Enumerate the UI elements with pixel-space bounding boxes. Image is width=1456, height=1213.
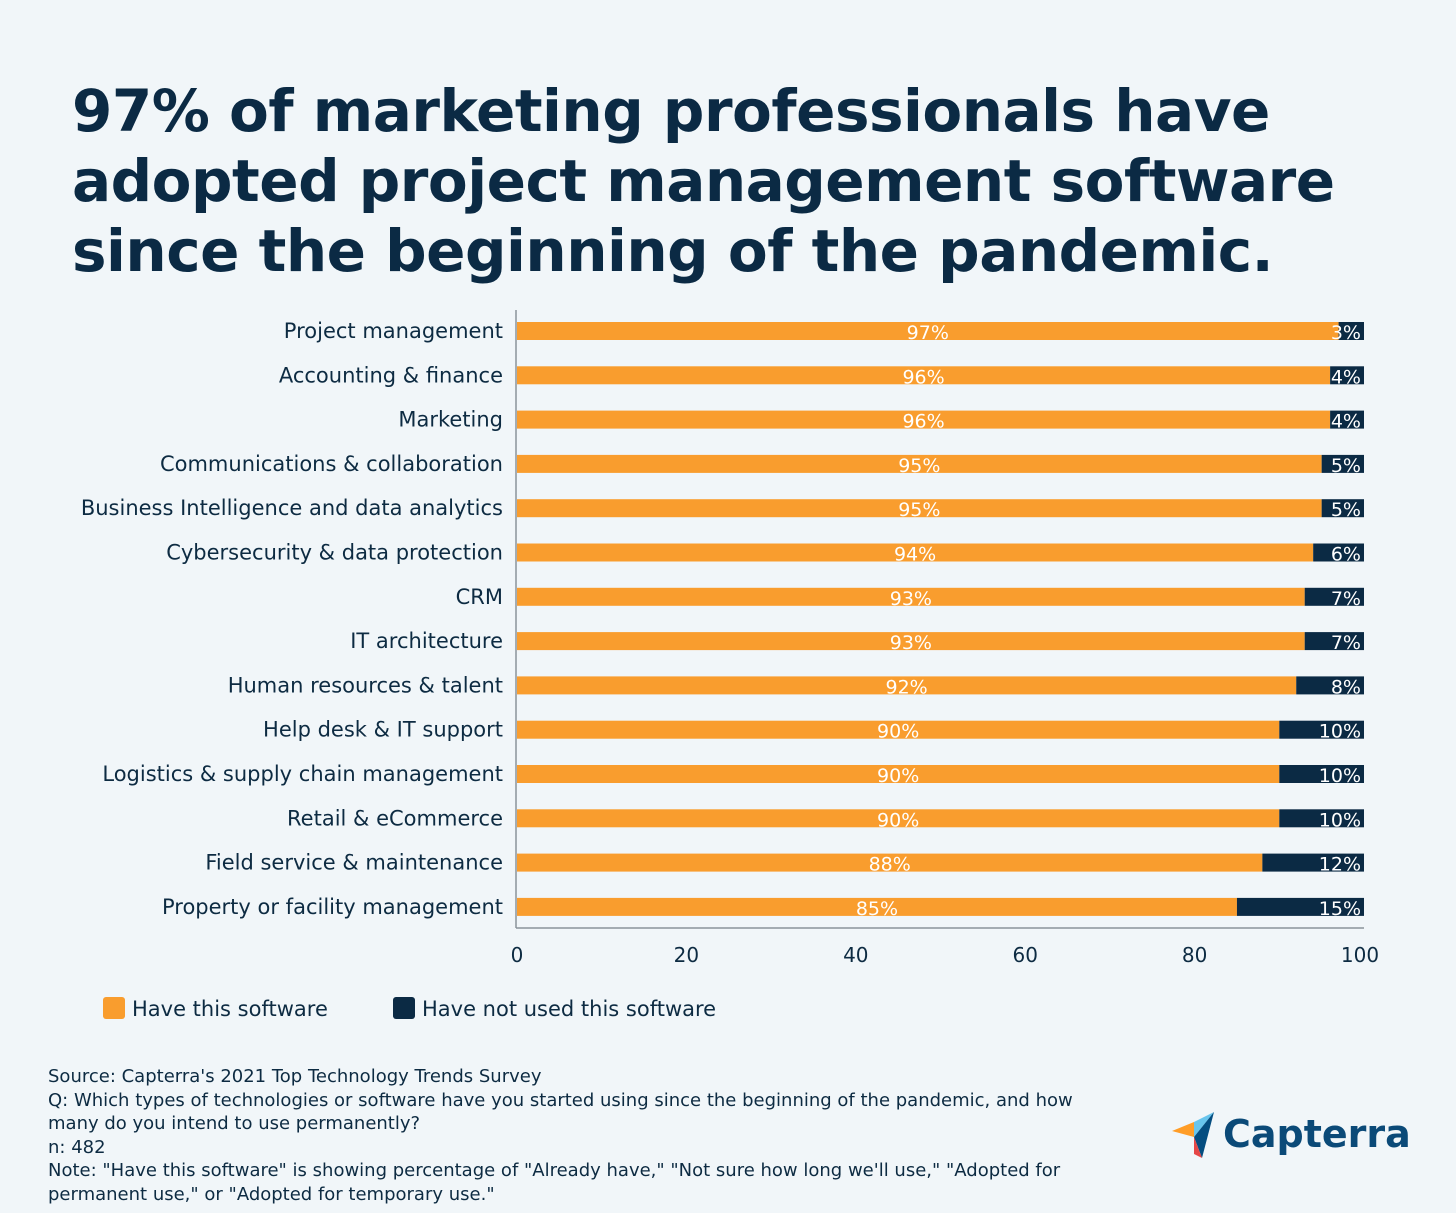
bar-have-software: [517, 809, 1280, 828]
category-label: Property or facility management: [162, 895, 503, 919]
bar-not-used-software: [1304, 632, 1364, 651]
category-label: Help desk & IT support: [263, 718, 503, 742]
category-label: IT architecture: [350, 629, 503, 653]
data-label-have: 95%: [898, 499, 940, 521]
legend-label-have: Have this software: [132, 997, 328, 1021]
legend-label-not-used: Have not used this software: [422, 997, 717, 1021]
data-label-not-used: 7%: [1331, 588, 1361, 610]
capterra-arrow-icon: [1172, 1112, 1214, 1158]
data-label-not-used: 10%: [1319, 721, 1361, 743]
data-label-have: 93%: [890, 632, 932, 654]
data-label-not-used: 5%: [1331, 455, 1361, 477]
category-label: Accounting & finance: [279, 363, 503, 387]
bar-have-software: [517, 897, 1237, 916]
bar-have-software: [517, 720, 1280, 739]
data-label-have: 95%: [898, 455, 940, 477]
data-label-have: 93%: [890, 588, 932, 610]
bar-not-used-software: [1338, 322, 1364, 340]
data-label-not-used: 15%: [1319, 898, 1361, 920]
bar-have-software: [517, 454, 1322, 473]
bar-not-used-software: [1279, 720, 1364, 739]
x-tick-label: 60: [1012, 943, 1037, 967]
x-tick-label: 40: [843, 943, 868, 967]
data-label-have: 88%: [869, 854, 911, 876]
data-label-have: 90%: [877, 765, 919, 787]
x-tick-label: 100: [1341, 943, 1379, 967]
bar-not-used-software: [1330, 366, 1364, 385]
bar-have-software: [517, 853, 1263, 872]
data-label-not-used: 4%: [1331, 366, 1361, 388]
footer-notes: Source: Capterra's 2021 Top Technology T…: [48, 1065, 1098, 1206]
category-label: Field service & maintenance: [205, 851, 503, 875]
data-label-not-used: 10%: [1319, 809, 1361, 831]
data-label-have: 92%: [886, 676, 928, 698]
data-label-have: 90%: [877, 809, 919, 831]
data-label-have: 85%: [856, 898, 898, 920]
data-label-have: 96%: [902, 411, 944, 433]
data-label-not-used: 3%: [1331, 322, 1361, 344]
bar-have-software: [517, 410, 1331, 429]
category-label: Cybersecurity & data protection: [166, 541, 503, 565]
data-label-have: 97%: [907, 322, 949, 344]
data-label-have: 90%: [877, 721, 919, 743]
x-tick-label: 80: [1182, 943, 1207, 967]
legend-item-have: Have this software: [103, 997, 328, 1021]
chart-title: 97% of marketing professionals have adop…: [72, 77, 1335, 285]
bar-have-software: [517, 322, 1339, 340]
legend-swatch-not-used: [393, 997, 415, 1019]
data-label-not-used: 5%: [1331, 499, 1361, 521]
bar-have-software: [517, 499, 1322, 518]
logo-text: Capterra: [1223, 1112, 1411, 1156]
bar-not-used-software: [1236, 897, 1364, 916]
bar-have-software: [517, 676, 1297, 695]
legend-swatch-have: [103, 997, 125, 1019]
bar-not-used-software: [1313, 543, 1364, 562]
source-note: Source: Capterra's 2021 Top Technology T…: [48, 1066, 542, 1087]
bar-not-used-software: [1321, 454, 1364, 473]
category-label: Project management: [284, 319, 503, 343]
category-label: Logistics & supply chain management: [102, 762, 503, 786]
bar-have-software: [517, 587, 1305, 606]
category-label: Marketing: [398, 408, 503, 432]
bar-not-used-software: [1296, 676, 1364, 695]
category-label: Business Intelligence and data analytics: [81, 496, 503, 520]
definition-note: Note: "Have this software" is showing pe…: [48, 1160, 1061, 1205]
bar-have-software: [517, 632, 1305, 651]
category-label: CRM: [456, 585, 503, 609]
stacked-bar-chart: Project management 97% 3% Accounting & fina…: [81, 310, 1379, 967]
bar-have-software: [517, 765, 1280, 783]
bar-have-software: [517, 366, 1331, 385]
data-label-have: 96%: [902, 366, 944, 388]
data-label-not-used: 7%: [1331, 632, 1361, 654]
data-label-not-used: 4%: [1331, 411, 1361, 433]
category-label: Communications & collaboration: [160, 452, 503, 476]
bar-not-used-software: [1330, 410, 1364, 429]
data-label-not-used: 12%: [1319, 854, 1361, 876]
x-tick-label: 0: [511, 943, 524, 967]
question-note: Q: Which types of technologies or softwa…: [48, 1089, 1073, 1135]
bar-not-used-software: [1279, 765, 1364, 783]
bar-not-used-software: [1321, 499, 1364, 518]
data-label-not-used: 8%: [1331, 676, 1361, 698]
category-label: Human resources & talent: [228, 673, 503, 697]
bar-not-used-software: [1262, 853, 1364, 872]
data-label-not-used: 6%: [1331, 544, 1361, 566]
sample-size-note: n: 482: [48, 1136, 106, 1158]
x-tick-label: 20: [674, 943, 699, 967]
bar-not-used-software: [1279, 809, 1364, 828]
bar-have-software: [517, 543, 1314, 562]
bar-not-used-software: [1304, 587, 1364, 606]
category-label: Retail & eCommerce: [287, 806, 503, 830]
data-label-have: 94%: [894, 544, 936, 566]
legend-item-not-used: Have not used this software: [393, 997, 716, 1021]
data-label-not-used: 10%: [1319, 765, 1361, 787]
